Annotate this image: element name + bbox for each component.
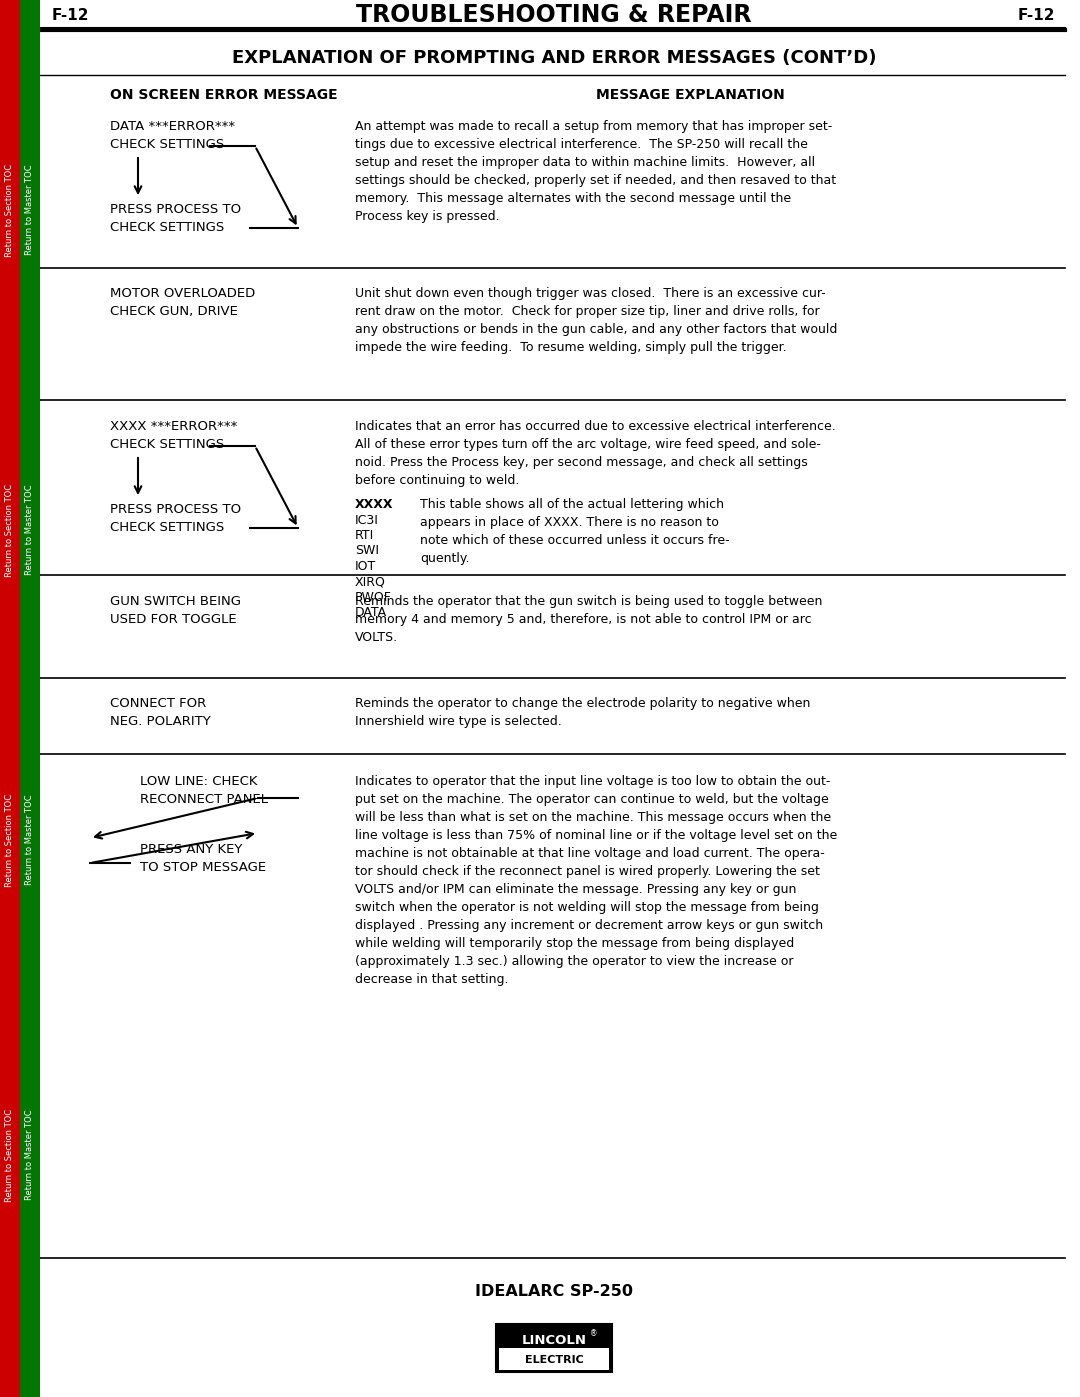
- Text: XXXX: XXXX: [355, 497, 393, 511]
- Text: CHECK SETTINGS: CHECK SETTINGS: [110, 439, 225, 451]
- Text: ON SCREEN ERROR MESSAGE: ON SCREEN ERROR MESSAGE: [110, 88, 338, 102]
- Text: TROUBLESHOOTING & REPAIR: TROUBLESHOOTING & REPAIR: [356, 3, 752, 27]
- Bar: [499, 1348, 609, 1370]
- Text: DATA: DATA: [355, 606, 387, 619]
- Text: Reminds the operator to change the electrode polarity to negative when
Innershie: Reminds the operator to change the elect…: [355, 697, 810, 728]
- Text: IDEALARC SP-250: IDEALARC SP-250: [475, 1284, 633, 1299]
- Text: CONNECT FOR: CONNECT FOR: [110, 697, 206, 710]
- Text: F-12: F-12: [52, 7, 90, 22]
- Text: PWOF: PWOF: [355, 591, 392, 604]
- Text: RTI: RTI: [355, 529, 375, 542]
- Text: Return to Section TOC: Return to Section TOC: [5, 163, 14, 257]
- Text: An attempt was made to recall a setup from memory that has improper set-
tings d: An attempt was made to recall a setup fr…: [355, 120, 836, 224]
- Text: TO STOP MESSAGE: TO STOP MESSAGE: [140, 861, 266, 875]
- Text: MOTOR OVERLOADED: MOTOR OVERLOADED: [110, 286, 255, 300]
- Bar: [496, 1324, 612, 1372]
- Text: Return to Master TOC: Return to Master TOC: [26, 485, 35, 576]
- Text: PRESS ANY KEY: PRESS ANY KEY: [140, 842, 242, 856]
- Text: IOT: IOT: [355, 560, 376, 573]
- Text: NEG. POLARITY: NEG. POLARITY: [110, 715, 211, 728]
- Text: RECONNECT PANEL: RECONNECT PANEL: [140, 793, 268, 806]
- Text: Reminds the operator that the gun switch is being used to toggle between
memory : Reminds the operator that the gun switch…: [355, 595, 822, 644]
- Text: SWI: SWI: [355, 545, 379, 557]
- Text: PRESS PROCESS TO: PRESS PROCESS TO: [110, 203, 241, 217]
- Text: GUN SWITCH BEING: GUN SWITCH BEING: [110, 595, 241, 608]
- Text: LINCOLN: LINCOLN: [522, 1334, 586, 1347]
- Text: ®: ®: [590, 1330, 597, 1338]
- Text: Unit shut down even though trigger was closed.  There is an excessive cur-
rent : Unit shut down even though trigger was c…: [355, 286, 837, 353]
- Text: XIRQ: XIRQ: [355, 576, 386, 588]
- Text: XXXX ***ERROR***: XXXX ***ERROR***: [110, 420, 238, 433]
- Text: CHECK SETTINGS: CHECK SETTINGS: [110, 221, 225, 235]
- Text: Return to Section TOC: Return to Section TOC: [5, 1108, 14, 1201]
- Bar: [21, 0, 40, 1397]
- Text: LOW LINE: CHECK: LOW LINE: CHECK: [140, 775, 257, 788]
- Text: Return to Section TOC: Return to Section TOC: [5, 793, 14, 887]
- Text: Return to Master TOC: Return to Master TOC: [26, 165, 35, 256]
- Text: DATA ***ERROR***: DATA ***ERROR***: [110, 120, 235, 133]
- Text: PRESS PROCESS TO: PRESS PROCESS TO: [110, 503, 241, 515]
- Text: Return to Master TOC: Return to Master TOC: [26, 1109, 35, 1200]
- Bar: [0, 0, 21, 1397]
- Text: This table shows all of the actual lettering which
appears in place of XXXX. The: This table shows all of the actual lette…: [420, 497, 730, 564]
- Text: Return to Section TOC: Return to Section TOC: [5, 483, 14, 577]
- Text: Indicates that an error has occurred due to excessive electrical interference.
A: Indicates that an error has occurred due…: [355, 420, 836, 488]
- Text: CHECK GUN, DRIVE: CHECK GUN, DRIVE: [110, 305, 238, 319]
- Text: Return to Master TOC: Return to Master TOC: [26, 795, 35, 886]
- Text: IC3I: IC3I: [355, 514, 379, 527]
- Text: Indicates to operator that the input line voltage is too low to obtain the out-
: Indicates to operator that the input lin…: [355, 775, 837, 986]
- Text: USED FOR TOGGLE: USED FOR TOGGLE: [110, 613, 237, 626]
- Text: CHECK SETTINGS: CHECK SETTINGS: [110, 138, 225, 151]
- Text: EXPLANATION OF PROMPTING AND ERROR MESSAGES (CONT’D): EXPLANATION OF PROMPTING AND ERROR MESSA…: [232, 49, 876, 67]
- Text: MESSAGE EXPLANATION: MESSAGE EXPLANATION: [596, 88, 784, 102]
- Text: ELECTRIC: ELECTRIC: [525, 1355, 583, 1365]
- Text: CHECK SETTINGS: CHECK SETTINGS: [110, 521, 225, 534]
- Text: F-12: F-12: [1017, 7, 1055, 22]
